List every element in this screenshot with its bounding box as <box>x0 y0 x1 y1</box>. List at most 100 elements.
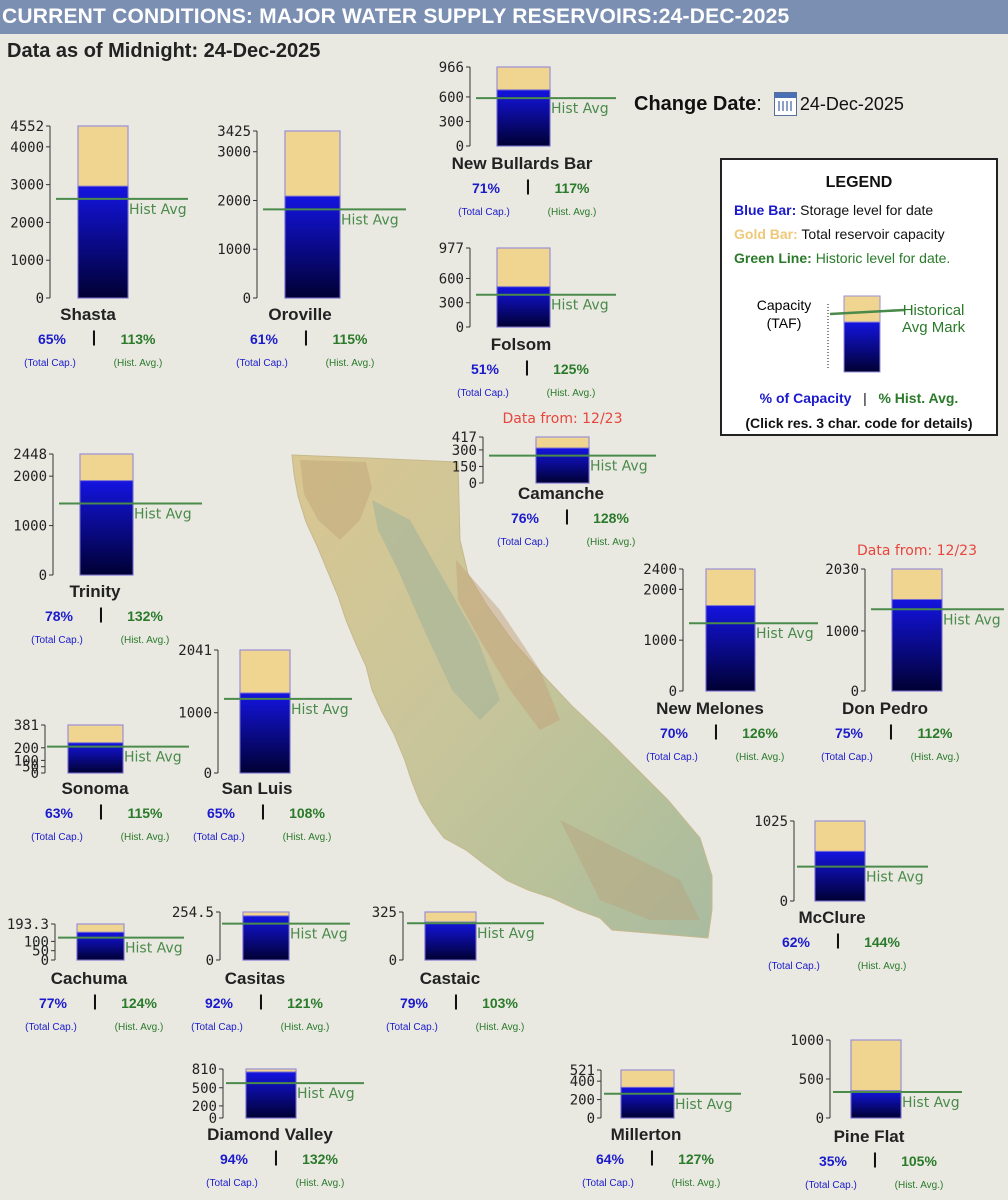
hist-avg-label: Hist Avg <box>290 927 348 943</box>
pct-hist-avg: 105% <box>901 1153 937 1169</box>
pct-hist-avg: 115% <box>127 805 163 821</box>
tick-label: 0 <box>469 476 477 492</box>
reservoir-oroville: 3425 3000 2000 1000 0 Hist Avg Oroville 61% | 115… <box>217 124 406 369</box>
tick-label: 0 <box>209 1111 217 1127</box>
reservoir-name[interactable]: Trinity <box>69 582 121 601</box>
hist-avg-label: Hist Avg <box>902 1095 960 1111</box>
hist-avg-label: Hist Avg <box>675 1097 733 1113</box>
reservoir-name[interactable]: New Melones <box>656 699 764 718</box>
reservoir-folsom: 977 600 300 0 Hist Avg Folsom 51% | 125% (Total C… <box>439 241 616 399</box>
pct-capacity: 79% <box>400 995 429 1011</box>
total-cap-caption: (Total Cap.) <box>768 961 820 972</box>
reservoir-name[interactable]: Casitas <box>225 969 285 988</box>
total-cap-caption: (Total Cap.) <box>457 388 509 399</box>
pct-capacity: 63% <box>45 805 74 821</box>
calendar-icon[interactable] <box>773 92 797 116</box>
pct-separator: | <box>93 993 97 1010</box>
tick-label: 0 <box>31 766 39 782</box>
reservoir-name[interactable]: Diamond Valley <box>207 1125 333 1144</box>
reservoir-name[interactable]: San Luis <box>222 779 293 798</box>
tick-label: 1000 <box>178 706 212 722</box>
total-cap-caption: (Total Cap.) <box>25 1022 77 1033</box>
tick-label: 521 <box>570 1063 595 1079</box>
legend-blue-row: Blue Bar: Storage level for date <box>734 202 933 218</box>
tick-label: 50 <box>22 760 39 776</box>
pct-capacity: 65% <box>38 331 67 347</box>
total-cap-caption: (Total Cap.) <box>191 1022 243 1033</box>
tick-label: 500 <box>192 1081 217 1097</box>
hist-avg-caption: (Hist. Avg.) <box>548 207 597 218</box>
change-date-value[interactable]: 24-Dec-2025 <box>799 93 904 114</box>
pct-capacity: 77% <box>39 995 68 1011</box>
reservoir-name[interactable]: Pine Flat <box>834 1127 905 1146</box>
reservoir-name[interactable]: Cachuma <box>51 969 128 988</box>
hist-avg-label: Hist Avg <box>129 202 187 218</box>
tick-label: 400 <box>570 1074 595 1090</box>
hist-avg-label: Hist Avg <box>124 750 182 766</box>
reservoir-name[interactable]: Folsom <box>491 335 551 354</box>
hist-avg-caption: (Hist. Avg.) <box>911 752 960 763</box>
tick-label: 381 <box>14 718 39 734</box>
tick-label: 0 <box>669 684 677 700</box>
reservoir-name[interactable]: Castaic <box>420 969 480 988</box>
reservoir-shasta: 4552 4000 3000 2000 1000 0 Hist Avg Shasta 65% | 1… <box>10 119 188 369</box>
reservoir-name[interactable]: McClure <box>798 908 865 927</box>
tick-label: 0 <box>780 894 788 910</box>
tick-label: 0 <box>41 953 49 969</box>
tick-label: 3425 <box>217 124 251 140</box>
tick-label: 50 <box>32 944 49 960</box>
reservoir-name[interactable]: Shasta <box>60 305 116 324</box>
storage-bar <box>496 89 551 147</box>
tick-label: 0 <box>816 1111 824 1127</box>
pct-capacity: 51% <box>471 361 500 377</box>
reservoir-name[interactable]: New Bullards Bar <box>452 154 593 173</box>
pct-separator: | <box>525 359 529 376</box>
reservoir-name[interactable]: Don Pedro <box>842 699 928 718</box>
change-date: Change Date: 24-Dec-2025 <box>634 92 904 116</box>
tick-label: 254.5 <box>172 905 214 921</box>
reservoir-name[interactable]: Oroville <box>268 305 331 324</box>
hist-avg-caption: (Hist. Avg.) <box>587 537 636 548</box>
total-cap-caption: (Total Cap.) <box>193 832 245 843</box>
tick-label: 100 <box>14 753 39 769</box>
pct-capacity: 70% <box>660 725 689 741</box>
total-cap-caption: (Total Cap.) <box>31 832 83 843</box>
legend-blue-label: Blue Bar: <box>734 202 797 218</box>
reservoir-mcclure: 1025 0 Hist Avg McClure 62% | 144% (Total Cap.)… <box>754 814 928 972</box>
storage-bar <box>850 1090 902 1119</box>
legend-gold-text: Total reservoir capacity <box>801 226 945 242</box>
tick-label: 3000 <box>217 145 251 161</box>
pct-hist-avg: 127% <box>678 1151 714 1167</box>
tick-label: 0 <box>39 568 47 584</box>
hist-avg-label: Hist Avg <box>756 626 814 642</box>
tick-label: 0 <box>204 766 212 782</box>
reservoir-new-bullards-bar: 966 600 300 0 Hist Avg New Bullards Bar 71% | 11… <box>439 60 616 218</box>
pct-separator: | <box>650 1149 654 1166</box>
tick-label: 3000 <box>10 178 44 194</box>
reservoir-name[interactable]: Millerton <box>611 1125 682 1144</box>
hist-avg-caption: (Hist. Avg.) <box>672 1178 721 1189</box>
pct-separator: | <box>836 932 840 949</box>
pct-separator: | <box>259 993 263 1010</box>
hist-avg-caption: (Hist. Avg.) <box>326 358 375 369</box>
total-cap-caption: (Total Cap.) <box>821 752 873 763</box>
hist-avg-caption: (Hist. Avg.) <box>283 832 332 843</box>
tick-label: 1000 <box>643 633 677 649</box>
pct-capacity: 64% <box>596 1151 625 1167</box>
legend-example-bar <box>827 295 905 373</box>
tick-label: 0 <box>851 684 859 700</box>
storage-bar <box>79 480 134 576</box>
reservoir-casitas: 254.5 0 Hist Avg Casitas 92% | 121% (Total Cap.… <box>172 905 350 1033</box>
total-cap-caption: (Total Cap.) <box>646 752 698 763</box>
pct-hist-avg: 113% <box>120 331 156 347</box>
tick-label: 810 <box>192 1062 217 1078</box>
storage-bar <box>239 692 291 774</box>
pct-hist-avg: 144% <box>864 934 900 950</box>
storage-bar <box>76 931 125 961</box>
legend-capacity-label: Capacity (TAF) <box>754 297 814 331</box>
pct-separator: | <box>714 723 718 740</box>
reservoir-name[interactable]: Sonoma <box>61 779 129 798</box>
reservoir-name[interactable]: Camanche <box>518 484 604 503</box>
